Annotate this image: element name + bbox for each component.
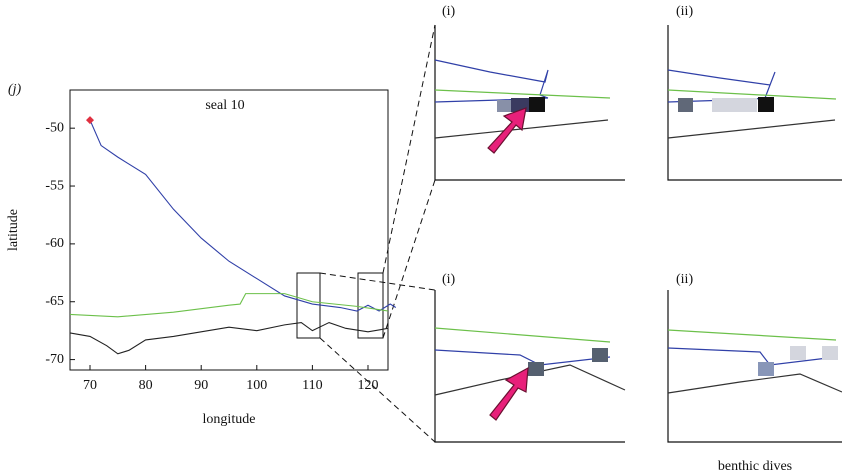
x-tick-label: 100: [246, 378, 267, 393]
x-tick-label: 120: [357, 378, 378, 393]
series-line: [69, 293, 389, 318]
x-tick-label: 70: [83, 378, 97, 393]
y-tick-label: -55: [45, 178, 64, 193]
inset-tr: [667, 25, 842, 181]
inset-label: (i): [442, 272, 456, 287]
inset-label: (i): [442, 4, 456, 19]
connectors: [319, 24, 436, 443]
inset-bl: [434, 290, 626, 443]
start-marker: [86, 116, 95, 125]
series-line: [69, 321, 389, 355]
y-axis-label: latitude: [6, 209, 21, 251]
x-tick-label: 80: [139, 378, 153, 393]
y-tick-label: -70: [45, 352, 64, 367]
plot-frame: [69, 89, 389, 371]
x-tick-label: 110: [302, 378, 322, 393]
zoom-boxes: [296, 24, 436, 443]
inset-caption: benthic dives: [718, 459, 792, 474]
inset-tl: [434, 25, 625, 181]
series-line: [89, 119, 397, 312]
x-axis-label: longitude: [203, 412, 256, 427]
y-tick-label: -65: [45, 294, 64, 309]
panel-label: (j): [8, 82, 22, 97]
insets: [434, 25, 842, 443]
y-tick-label: -50: [45, 120, 64, 135]
inset-label: (ii): [676, 4, 693, 19]
inset-br: [667, 290, 842, 443]
y-tick-label: -60: [45, 236, 64, 251]
x-tick-label: 90: [194, 378, 208, 393]
inset-label: (ii): [676, 272, 693, 287]
zoom-box: [357, 272, 384, 339]
chart-title: seal 10: [205, 98, 244, 113]
